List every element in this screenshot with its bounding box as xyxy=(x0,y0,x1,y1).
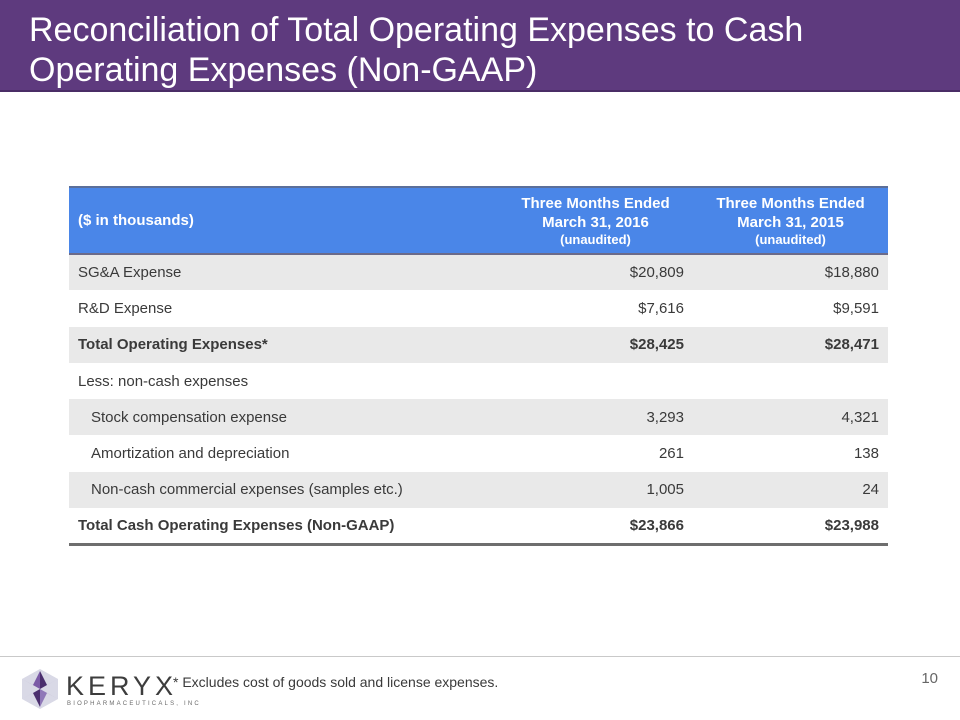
page-number: 10 xyxy=(921,670,938,687)
period-header-2015-line2: March 31, 2015 xyxy=(737,213,844,231)
row-label: Non-cash commercial expenses (samples et… xyxy=(69,471,498,509)
row-value-2016 xyxy=(498,363,693,399)
table-row: Total Operating Expenses* $28,425 $28,47… xyxy=(69,326,888,363)
row-value-2015: $28,471 xyxy=(693,326,888,363)
table-header-row: ($ in thousands) Three Months Ended Marc… xyxy=(69,186,888,255)
table-row: Total Cash Operating Expenses (Non-GAAP)… xyxy=(69,508,888,546)
row-value-2015: $18,880 xyxy=(693,254,888,291)
logo-subtitle: BIOPHARMACEUTICALS, INC xyxy=(67,701,201,707)
logo-wordmark: KERYX xyxy=(66,671,178,701)
table-row: Less: non-cash expenses xyxy=(69,363,888,399)
row-value-2015 xyxy=(693,363,888,399)
row-value-2016: $23,866 xyxy=(498,508,693,546)
row-label: Less: non-cash expenses xyxy=(78,372,249,390)
table-row: R&D Expense $7,616 $9,591 xyxy=(69,290,888,326)
row-label: Total Cash Operating Expenses (Non-GAAP) xyxy=(69,508,498,546)
star-logo-icon xyxy=(22,669,58,709)
period-header-2016-sub: (unaudited) xyxy=(560,231,631,247)
period-header-2015-sub: (unaudited) xyxy=(755,231,826,247)
row-value-2016: 3,293 xyxy=(498,399,693,436)
row-value-2016: 261 xyxy=(658,445,684,463)
period-header-2016-line1: Three Months Ended xyxy=(521,194,670,212)
period-header-2015: Three Months Ended March 31, 2015 (unaud… xyxy=(693,186,888,255)
row-value-2016: 1,005 xyxy=(498,471,693,509)
row-value-2016: $7,616 xyxy=(638,299,684,317)
row-value-2015: 24 xyxy=(693,471,888,509)
units-header: ($ in thousands) xyxy=(69,186,498,255)
table-row: Non-cash commercial expenses (samples et… xyxy=(69,471,888,509)
period-header-2016-line2: March 31, 2016 xyxy=(542,213,649,231)
row-value-2016: $20,809 xyxy=(498,254,693,291)
footer-divider xyxy=(0,656,960,657)
period-header-2015-line1: Three Months Ended xyxy=(716,194,865,212)
slide-title: Reconciliation of Total Operating Expens… xyxy=(29,11,804,89)
row-label: SG&A Expense xyxy=(69,254,498,291)
row-value-2015: $23,988 xyxy=(693,508,888,546)
row-label: Amortization and depreciation xyxy=(91,445,290,463)
row-value-2015: $9,591 xyxy=(833,299,879,317)
company-logo: KERYX BIOPHARMACEUTICALS, INC xyxy=(20,667,199,713)
table-row: SG&A Expense $20,809 $18,880 xyxy=(69,254,888,291)
row-value-2015: 4,321 xyxy=(693,399,888,436)
row-value-2016: $28,425 xyxy=(498,326,693,363)
footnote: * Excludes cost of goods sold and licens… xyxy=(173,674,499,690)
row-label: Stock compensation expense xyxy=(69,399,498,436)
table-row: Amortization and depreciation 261 138 xyxy=(69,435,888,471)
reconciliation-table: ($ in thousands) Three Months Ended Marc… xyxy=(69,186,888,546)
title-bar: Reconciliation of Total Operating Expens… xyxy=(0,0,960,92)
row-label: Total Operating Expenses* xyxy=(69,326,498,363)
row-label: R&D Expense xyxy=(78,299,173,317)
table-row: Stock compensation expense 3,293 4,321 xyxy=(69,399,888,436)
row-value-2015: 138 xyxy=(853,445,879,463)
period-header-2016: Three Months Ended March 31, 2016 (unaud… xyxy=(498,186,693,255)
